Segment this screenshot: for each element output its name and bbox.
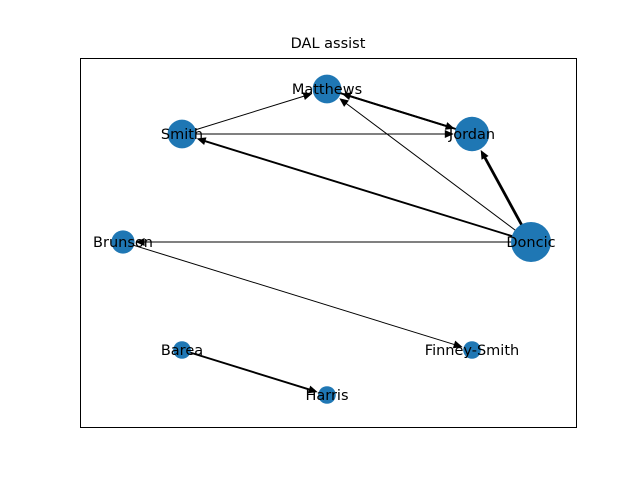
node-label-brunson: Brunson	[93, 235, 153, 251]
edge-arrowhead	[307, 385, 318, 394]
edges-layer	[122, 88, 533, 394]
node-harris	[318, 386, 336, 404]
edge-arrowhead	[339, 98, 349, 107]
edge-arrowhead	[452, 340, 463, 349]
edge-arrowhead	[444, 130, 454, 138]
edge-brunson-to-finney-smith	[122, 241, 463, 349]
edge-arrowhead	[196, 137, 207, 146]
node-jordan	[454, 116, 490, 152]
edge-smith-to-matthews	[181, 92, 313, 135]
node-barea	[173, 341, 191, 359]
figure-title: DAL assist	[291, 36, 366, 52]
edge-arrowhead	[302, 92, 313, 101]
plot-frame	[80, 58, 577, 428]
edge-line	[347, 94, 473, 135]
edge-doncic-to-brunson	[135, 238, 531, 246]
edge-arrowhead	[341, 92, 352, 101]
edge-line	[343, 101, 532, 243]
edge-doncic-to-matthews	[339, 98, 532, 243]
edge-barea-to-harris	[181, 349, 318, 394]
node-label-doncic: Doncic	[506, 235, 555, 251]
node-matthews	[312, 74, 342, 104]
node-label-matthews: Matthews	[292, 82, 362, 98]
edge-arrowhead	[480, 149, 489, 160]
node-brunson	[111, 230, 135, 254]
node-smith	[167, 119, 197, 149]
edge-jordan-to-matthews	[341, 92, 473, 135]
nodes-layer	[111, 74, 551, 404]
node-label-barea: Barea	[161, 343, 203, 359]
node-label-harris: Harris	[305, 388, 348, 404]
node-finney-smith	[463, 341, 481, 359]
edge-line	[122, 241, 458, 346]
node-doncic	[511, 222, 551, 262]
node-label-finney-smith: Finney-Smith	[425, 343, 519, 359]
edge-smith-to-jordan	[182, 130, 454, 138]
node-label-smith: Smith	[161, 127, 203, 143]
edge-doncic-to-smith	[196, 137, 532, 243]
edge-arrowhead	[135, 238, 145, 246]
edge-line	[181, 349, 313, 392]
labels-layer: Matthews Smith Jordan Brunson Doncic Barea Fin…	[93, 82, 556, 404]
edge-line	[202, 139, 532, 243]
edge-line	[181, 94, 307, 135]
node-label-jordan: Jordan	[448, 127, 495, 143]
